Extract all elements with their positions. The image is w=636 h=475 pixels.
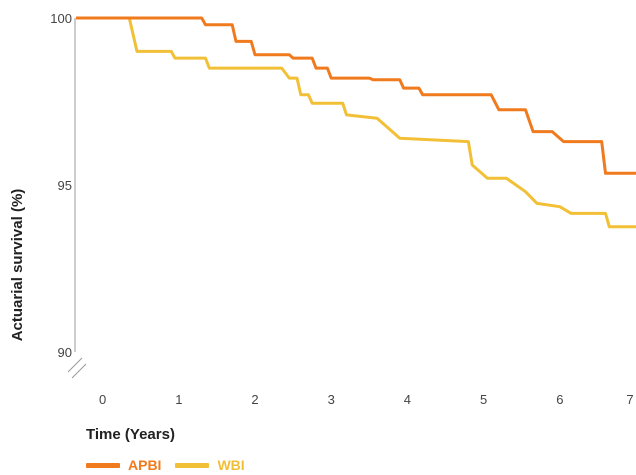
legend-label-wbi: WBI (217, 457, 245, 473)
x-axis-ticks: 0 1 2 3 4 5 6 7 (99, 392, 634, 407)
legend-label-apbi: APBI (128, 457, 162, 473)
x-axis-label: Time (Years) (86, 426, 175, 443)
y-tick-label: 90 (58, 345, 72, 360)
survival-chart: 100 95 90 0 1 2 3 4 5 6 7 Actuarial survival (%) (9, 11, 636, 407)
legend-swatch-apbi (86, 462, 120, 468)
legend-swatch-wbi (175, 462, 210, 468)
x-tick-label: 6 (556, 392, 563, 407)
y-axis-label: Actuarial survival (%) (9, 189, 26, 342)
series-lines (76, 16, 636, 229)
x-tick-label: 3 (328, 392, 335, 407)
x-tick-label: 5 (480, 392, 487, 407)
y-axis-break (67, 357, 87, 379)
y-axis-ticks: 100 95 90 (50, 11, 72, 360)
x-tick-label: 2 (251, 392, 258, 407)
series-line-apbi (76, 16, 636, 175)
x-tick-label: 4 (404, 392, 411, 407)
legend-item-apbi: APBI (86, 457, 161, 473)
y-tick-label: 95 (58, 178, 72, 193)
series-line-wbi (76, 16, 636, 229)
x-tick-label: 7 (626, 392, 633, 407)
y-tick-label: 100 (50, 11, 72, 26)
legend: APBI WBI (86, 457, 251, 473)
x-tick-label: 1 (175, 392, 182, 407)
legend-item-wbi: WBI (175, 457, 245, 473)
x-tick-label: 0 (99, 392, 106, 407)
